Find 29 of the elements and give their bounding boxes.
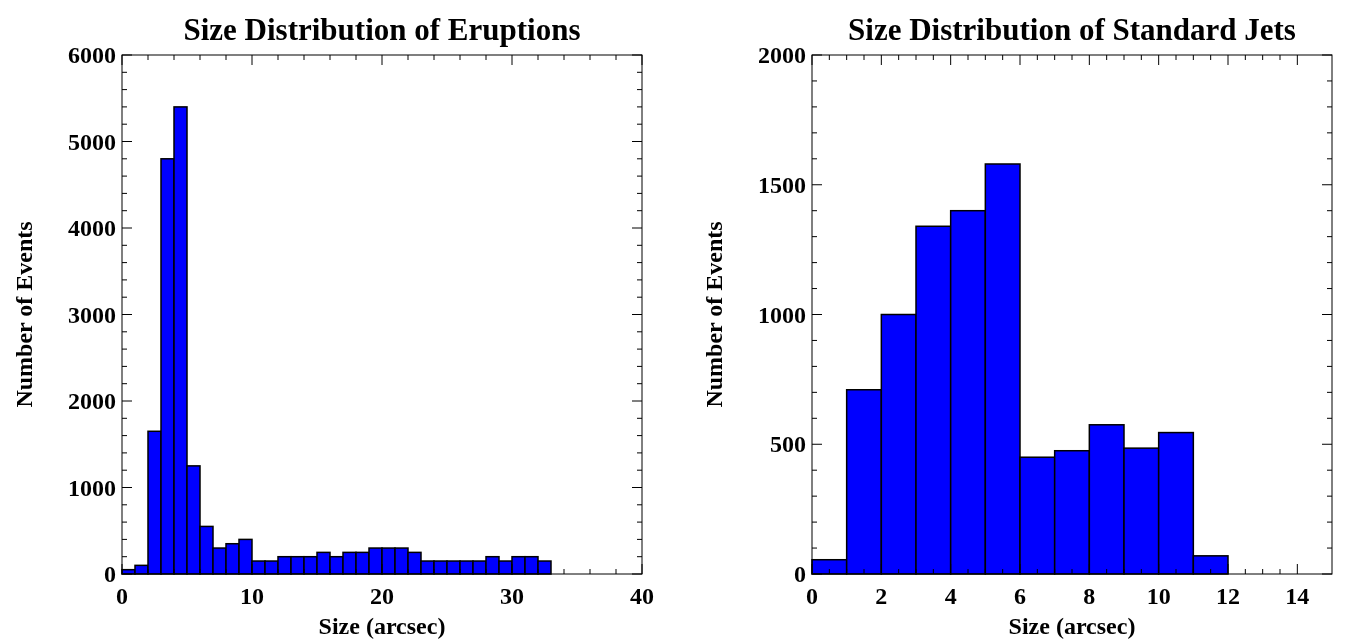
x-axis-title: Size (arcsec) (318, 613, 446, 639)
x-tick-label: 40 (630, 583, 654, 609)
y-tick-label: 2000 (758, 42, 806, 68)
x-tick-label: 30 (500, 583, 524, 609)
y-axis-title: Number of Events (701, 221, 727, 408)
y-tick-label: 5000 (68, 128, 116, 155)
x-tick-label: 14 (1285, 583, 1310, 609)
y-tick-label: 4000 (68, 215, 116, 241)
x-tick-label: 4 (944, 583, 957, 609)
x-tick-label: 10 (240, 583, 264, 609)
y-tick-label: 1500 (758, 171, 806, 198)
x-tick-label: 10 (1146, 583, 1171, 609)
y-tick-label: 1000 (68, 474, 116, 501)
x-axis-title: Size (arcsec) (1008, 613, 1136, 639)
x-tick-label: 6 (1014, 583, 1026, 609)
x-tick-label: 2 (875, 583, 888, 609)
y-tick-label: 500 (770, 431, 806, 458)
chart-title: Size Distribution of Standard Jets (848, 12, 1296, 47)
y-tick-label: 2000 (68, 388, 116, 414)
y-tick-label: 0 (104, 561, 116, 587)
chart-title: Size Distribution of Eruptions (183, 12, 581, 47)
y-tick-label: 3000 (68, 301, 116, 328)
y-tick-label: 0 (794, 561, 806, 587)
y-tick-label: 6000 (68, 42, 116, 68)
x-tick-label: 12 (1216, 583, 1240, 609)
x-tick-label: 20 (370, 583, 394, 609)
x-tick-label: 8 (1083, 583, 1096, 609)
y-tick-label: 1000 (758, 301, 806, 328)
y-axis-title: Number of Events (11, 221, 37, 408)
